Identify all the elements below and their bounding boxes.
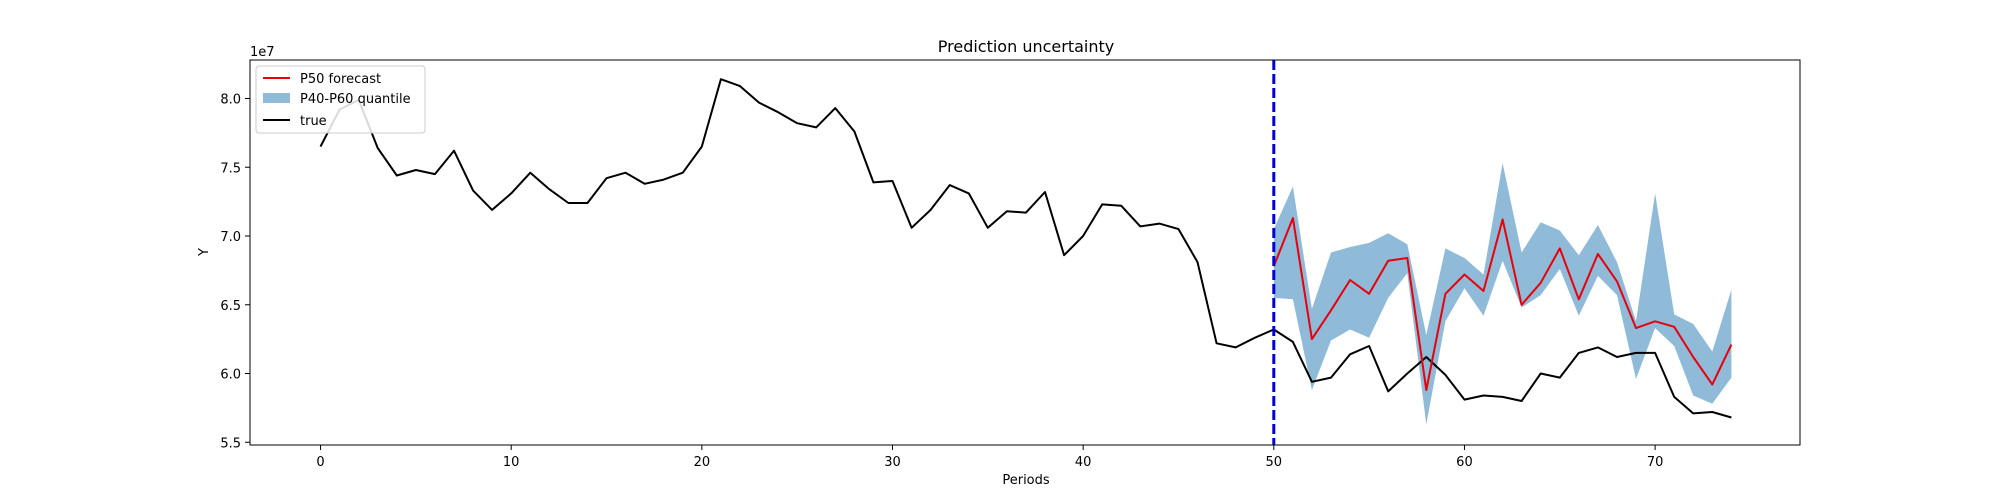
y-tick-label: 6.5 <box>220 299 241 314</box>
x-tick-label: 40 <box>1075 455 1092 470</box>
legend-swatch-quantile-band <box>263 93 290 103</box>
plot-frame-border <box>249 59 1801 446</box>
y-tick-label: 5.5 <box>220 436 241 451</box>
legend-box <box>255 65 426 134</box>
x-tick-label: 20 <box>694 455 711 470</box>
y-tick-label: 8.0 <box>220 93 241 108</box>
legend: P50 forecast P40-P60 quantile true <box>255 65 426 134</box>
p50-forecast-line <box>1272 217 1733 391</box>
x-axis-ticks: 0 10 20 30 40 50 60 70 <box>316 445 1663 470</box>
x-tick-label: 0 <box>316 455 324 470</box>
x-tick-label: 60 <box>1456 455 1473 470</box>
y-axis-scale-label: 1e7 <box>250 45 275 60</box>
y-tick-label: 7.5 <box>220 161 241 176</box>
legend-label-quantile-band: P40-P60 quantile <box>300 92 411 107</box>
chart-title: Prediction uncertainty <box>938 37 1114 56</box>
legend-label-true: true <box>300 114 327 129</box>
x-tick-label: 10 <box>503 455 520 470</box>
y-tick-label: 6.0 <box>220 368 241 383</box>
series-lines-layer <box>319 78 1733 419</box>
x-axis-label: Periods <box>1002 473 1050 488</box>
x-tick-label: 30 <box>884 455 901 470</box>
y-axis-ticks: 5.5 6.0 6.5 7.0 7.5 8.0 <box>220 93 250 451</box>
true-series-line <box>319 78 1732 419</box>
x-tick-label: 70 <box>1647 455 1664 470</box>
quantile-band-layer <box>1273 163 1732 425</box>
legend-label-p50-forecast: P50 forecast <box>300 72 381 87</box>
quantile-band-area <box>1273 163 1732 425</box>
y-axis-label: Y <box>197 248 212 257</box>
y-tick-label: 7.0 <box>220 230 241 245</box>
x-tick-label: 50 <box>1266 455 1283 470</box>
